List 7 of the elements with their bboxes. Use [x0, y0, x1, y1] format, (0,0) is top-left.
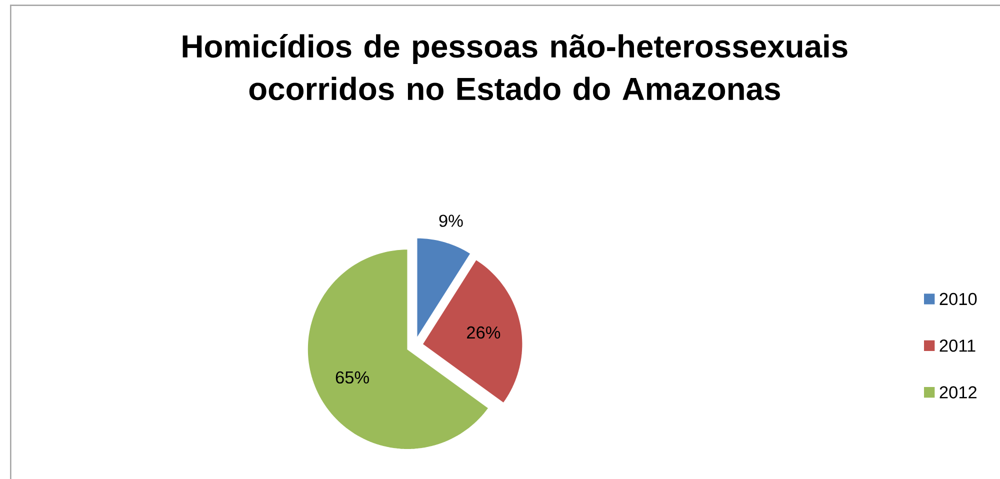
legend-label: 2010: [940, 292, 977, 306]
data-label: 65%: [336, 371, 369, 384]
chart-title: Homicídios de pessoas não-heterossexuais ocorridos no Estado do Amazonas: [182, 34, 848, 100]
data-label: 26%: [467, 326, 500, 339]
data-label: 9%: [439, 214, 463, 227]
legend-label: 2011: [940, 340, 976, 352]
legend-label: 2012: [940, 386, 976, 398]
